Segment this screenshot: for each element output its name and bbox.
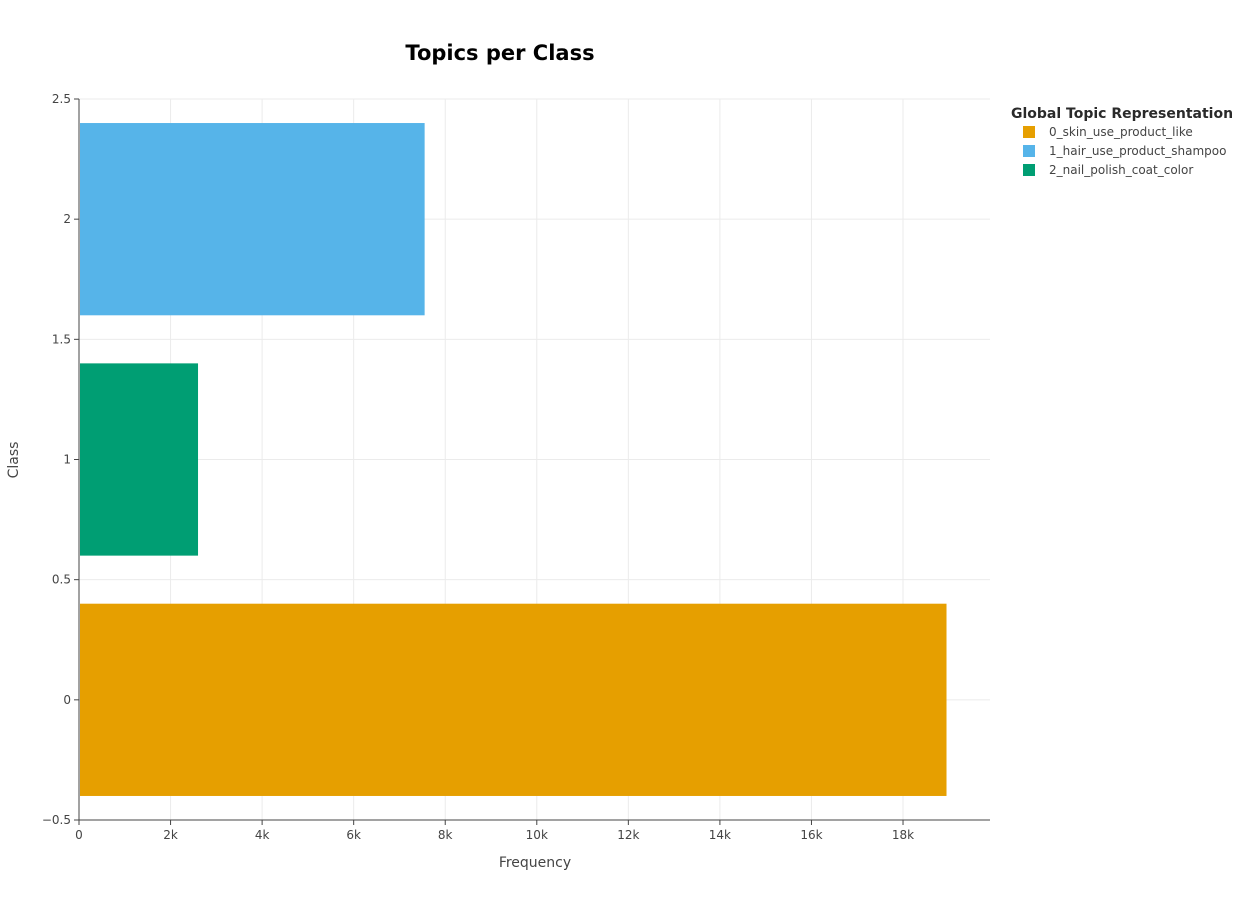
x-tick-label: 8k xyxy=(438,828,453,842)
y-tick-label: 2.5 xyxy=(52,92,71,106)
x-tick-label: 18k xyxy=(892,828,914,842)
y-tick-label: 1.5 xyxy=(52,332,71,346)
legend-swatch[interactable] xyxy=(1023,164,1035,176)
bar-1_hair_use_product_shampoo[interactable] xyxy=(80,123,425,316)
legend-item-label[interactable]: 1_hair_use_product_shampoo xyxy=(1049,144,1226,158)
x-tick-label: 10k xyxy=(526,828,548,842)
x-axis-title: Frequency xyxy=(499,855,571,871)
x-tick-label: 12k xyxy=(617,828,639,842)
x-tick-label: 6k xyxy=(346,828,361,842)
y-axis-title: Class xyxy=(6,442,22,479)
y-tick-label: 0 xyxy=(63,693,71,707)
bars xyxy=(80,123,947,796)
y-tick-label: −0.5 xyxy=(42,813,71,827)
legend-swatch[interactable] xyxy=(1023,145,1035,157)
legend-item-label[interactable]: 2_nail_polish_coat_color xyxy=(1049,163,1193,177)
legend[interactable]: Global Topic Representation 0_skin_use_p… xyxy=(1011,106,1233,177)
legend-title: Global Topic Representation xyxy=(1011,106,1233,122)
x-tick-label: 0 xyxy=(75,828,83,842)
legend-swatch[interactable] xyxy=(1023,126,1035,138)
bar-2_nail_polish_coat_color[interactable] xyxy=(80,363,199,556)
grid-lines xyxy=(79,98,990,820)
x-tick-label: 2k xyxy=(163,828,178,842)
y-tick-label: 0.5 xyxy=(52,573,71,587)
x-tick-label: 16k xyxy=(800,828,822,842)
legend-item-label[interactable]: 0_skin_use_product_like xyxy=(1049,125,1193,139)
tick-labels: 0 2k 4k 6k 8k 10k 12k 14k 16k 18k −0.5 0 0.5 1 1.5 2 2.5 xyxy=(42,92,914,842)
legend-items: 0_skin_use_product_like 1_hair_use_produc… xyxy=(1023,125,1226,177)
y-tick-label: 2 xyxy=(63,212,71,226)
chart-title: Topics per Class xyxy=(405,41,594,65)
x-tick-label: 4k xyxy=(255,828,270,842)
bar-0_skin_use_product_like[interactable] xyxy=(80,603,947,796)
y-tick-label: 1 xyxy=(63,453,71,467)
x-tick-label: 14k xyxy=(709,828,731,842)
